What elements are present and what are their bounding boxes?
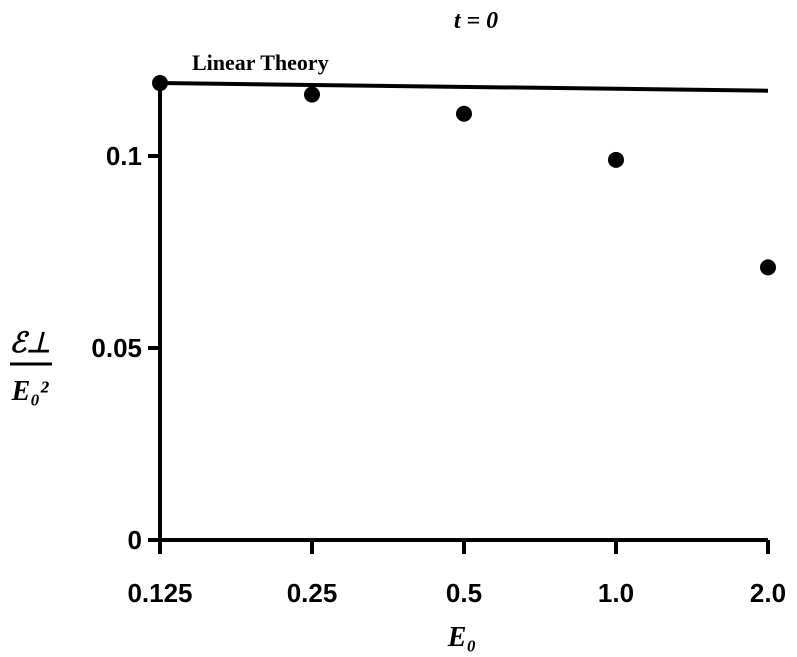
x-tick-label: 0.125 xyxy=(127,578,192,608)
x-tick-label: 0.5 xyxy=(446,578,482,608)
y-label-denominator: E₀² xyxy=(11,376,49,407)
data-point xyxy=(304,86,320,103)
y-axis-label: ℰ⊥ E₀² xyxy=(9,328,52,407)
y-tick-label: 0 xyxy=(128,525,142,555)
y-label-numerator: ℰ⊥ xyxy=(9,328,50,359)
data-point xyxy=(152,75,168,92)
data-point xyxy=(760,259,776,276)
y-axis-ticks: 0 0.05 0.1 xyxy=(91,141,160,555)
series-layer xyxy=(152,75,776,276)
chart-title: t = 0 xyxy=(454,8,498,34)
y-tick-label: 0.05 xyxy=(91,333,142,363)
x-tick-label: 1.0 xyxy=(598,578,634,608)
linear-theory-line xyxy=(159,81,769,93)
linear-theory-annotation: Linear Theory xyxy=(192,50,329,75)
x-tick-label: 2.0 xyxy=(750,578,786,608)
x-axis-ticks: 0.125 0.25 0.5 1.0 2.0 xyxy=(127,540,786,608)
data-point xyxy=(456,105,472,122)
y-tick-label: 0.1 xyxy=(106,141,142,171)
x-tick-label: 0.25 xyxy=(287,578,338,608)
x-axis-label: E₀ xyxy=(447,622,476,653)
data-point xyxy=(608,151,624,168)
